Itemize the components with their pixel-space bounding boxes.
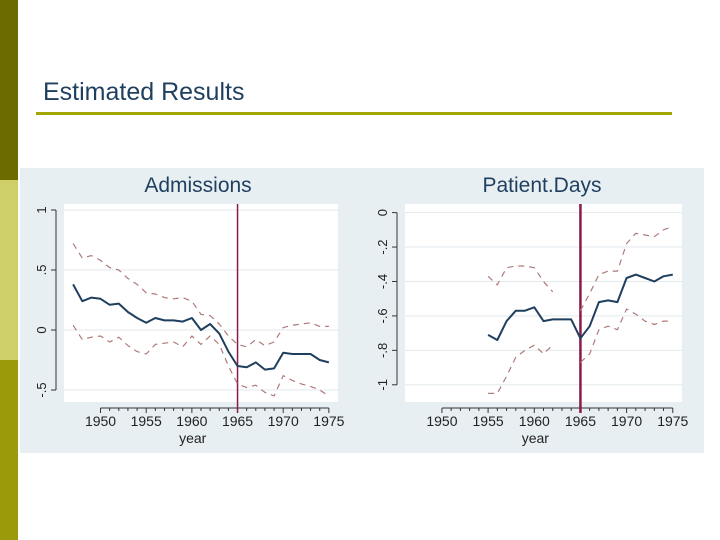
series-ci-line	[487, 265, 554, 293]
x-axis-label: year	[179, 430, 207, 446]
y-tick-label: -.6	[375, 308, 390, 323]
y-tick-label: -.5	[34, 382, 49, 397]
plot-background-2	[405, 204, 682, 402]
accent-bar-middle	[0, 180, 18, 360]
slide-title: Estimated Results	[43, 78, 245, 106]
x-tick-label: 1975	[313, 413, 344, 429]
series-estimate-line	[72, 283, 330, 371]
x-tick-label: 1965	[222, 413, 253, 429]
title-underline	[36, 112, 672, 115]
series-ci-line	[72, 243, 329, 348]
series-ci-line	[579, 308, 673, 363]
y-tick-label: 1	[34, 206, 49, 213]
series-ci-line	[72, 324, 330, 397]
y-tick-label: -.4	[375, 274, 390, 289]
plot-background-1	[64, 204, 338, 402]
x-tick-label: 1950	[426, 413, 457, 429]
x-axis-label: year	[522, 430, 550, 446]
chart-area: Admissions -.5 0 .5 1 1950 1955 1960 1965 1970 197…	[20, 168, 704, 453]
y-tick-label: -1	[375, 379, 390, 391]
y-tick-label: -.8	[375, 343, 390, 358]
x-tick-label: 1955	[131, 413, 162, 429]
x-tick-label: 1970	[268, 413, 299, 429]
accent-bar-top	[0, 0, 18, 180]
x-tick-label: 1955	[473, 413, 504, 429]
x-tick-label: 1960	[519, 413, 550, 429]
y-tick-label: 0	[375, 209, 390, 216]
accent-bar-bottom	[0, 360, 18, 540]
chart-title-1: Admissions	[144, 174, 251, 197]
series-estimate-line	[487, 273, 673, 341]
x-tick-label: 1970	[611, 413, 642, 429]
x-tick-label: 1965	[565, 413, 596, 429]
charts-svg: Admissions -.5 0 .5 1 1950 1955 1960 1965 1970 197…	[34, 174, 689, 446]
series-ci-line	[488, 344, 554, 394]
y-tick-label: .5	[34, 265, 49, 276]
y-tick-label: -.2	[375, 239, 390, 254]
series-ci-line	[579, 225, 674, 311]
x-tick-label: 1960	[176, 413, 207, 429]
x-tick-label: 1975	[657, 413, 688, 429]
x-tick-label: 1950	[85, 413, 116, 429]
y-tick-label: 0	[34, 326, 49, 333]
chart-title-2: Patient.Days	[482, 174, 601, 197]
